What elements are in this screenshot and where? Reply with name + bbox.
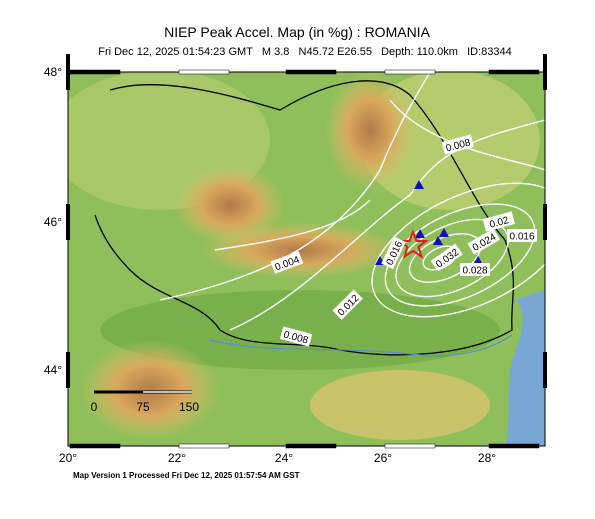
- frame-tick: [543, 352, 547, 388]
- contour-label: 0.028: [460, 263, 490, 277]
- stations: [375, 180, 483, 265]
- frame-tick: [543, 54, 547, 90]
- contour-label-box: [507, 229, 537, 242]
- map-title: NIEP Peak Accel. Map (in %g) : ROMANIA: [164, 24, 430, 40]
- frame-tick: [66, 352, 70, 388]
- scale-label: 150: [179, 400, 199, 414]
- contour-label-box: [482, 211, 516, 232]
- frame-tick: [384, 443, 436, 449]
- frame-tick: [178, 443, 230, 449]
- border: [94, 80, 515, 356]
- frame-tick: [69, 69, 121, 75]
- black-sea: [505, 290, 545, 446]
- frame-tick: [285, 443, 337, 449]
- lon-tick-label: 28°: [478, 451, 496, 465]
- map-subtitle: Fri Dec 12, 2025 01:54:23 GMT M 3.8 N45.…: [98, 46, 512, 58]
- contour-label: 0.016: [507, 229, 537, 243]
- lon-tick-label: 20°: [59, 451, 77, 465]
- contour-labels: 0.0080.020.0160.0240.0320.0280.0160.0040…: [270, 134, 537, 347]
- terrain-hills: [310, 370, 490, 440]
- frame-tick: [488, 69, 540, 75]
- lat-tick-label: 46°: [44, 215, 62, 229]
- lon-tick-label: 26°: [374, 451, 392, 465]
- contour-label-box: [430, 243, 463, 272]
- frame-tick: [543, 204, 547, 240]
- lat-tick-label: 44°: [44, 363, 62, 377]
- contour-label-box: [460, 263, 490, 276]
- scale-label: 75: [136, 400, 150, 414]
- lon-tick-label: 22°: [168, 451, 186, 465]
- contour-label-box: [381, 236, 406, 270]
- mountains: [175, 165, 285, 245]
- frame-tick: [66, 204, 70, 240]
- frame-tick: [384, 69, 436, 75]
- frame-tick: [285, 69, 337, 75]
- contour-label-text: 0.02: [488, 215, 510, 231]
- frame-tick: [488, 443, 540, 449]
- contour-label-box: [279, 326, 313, 347]
- contour-label-box: [441, 134, 475, 155]
- frame-tick: [69, 443, 121, 449]
- contour-label-box: [332, 289, 363, 320]
- frame-tick: [178, 69, 230, 75]
- footer: Map Version 1 Processed Fri Dec 12, 2025…: [73, 471, 300, 480]
- contour-label-text: 0.028: [462, 266, 487, 277]
- contour-label: 0.02: [482, 211, 516, 232]
- contour-label-box: [467, 228, 500, 255]
- river: [209, 334, 513, 357]
- lat-tick-label: 48°: [44, 65, 62, 79]
- mountains: [80, 340, 220, 440]
- frame-tick: [66, 54, 70, 90]
- contour-label-box: [270, 251, 304, 274]
- frame-ticks: 48° 46° 44° 20° 22° 24° 26° 28°: [44, 54, 547, 465]
- scale-label: 0: [91, 400, 98, 414]
- mountains: [325, 72, 415, 190]
- terrain-plain: [100, 290, 500, 370]
- contour-label-text: 0.016: [509, 232, 534, 243]
- lon-tick-label: 24°: [275, 451, 293, 465]
- map-area: 0.0080.020.0160.0240.0320.0280.0160.0040…: [68, 72, 545, 446]
